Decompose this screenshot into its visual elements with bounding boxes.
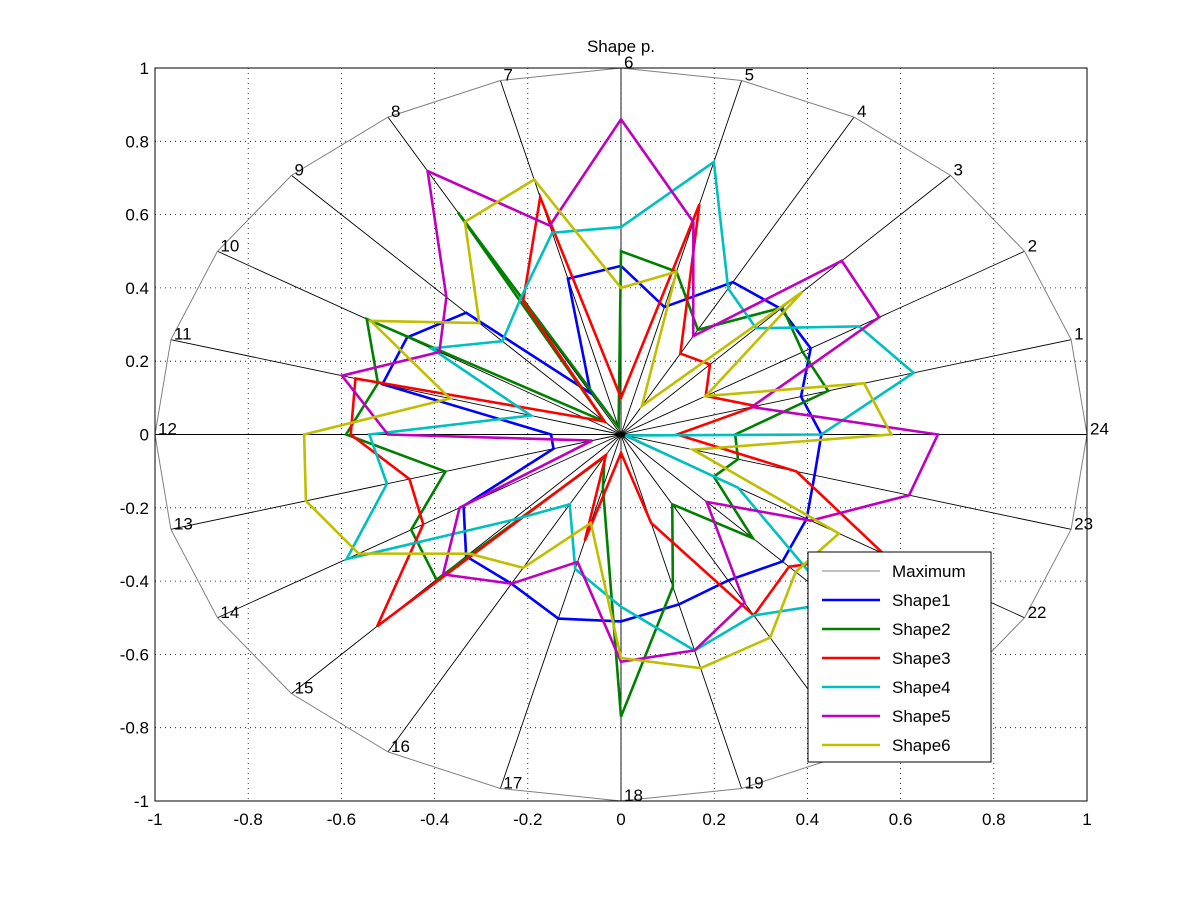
series-line-shape5 bbox=[339, 117, 940, 664]
y-tick-label: -0.8 bbox=[120, 719, 149, 738]
spoke-label: 11 bbox=[174, 325, 192, 344]
spoke-label: 7 bbox=[503, 65, 512, 84]
y-tick-label: -1 bbox=[134, 792, 149, 811]
series-line-shape1 bbox=[380, 264, 823, 623]
spoke-label: 18 bbox=[624, 786, 643, 805]
legend-label: Shape6 bbox=[892, 736, 951, 755]
legend-label: Shape1 bbox=[892, 591, 951, 610]
x-tick-label: -0.6 bbox=[327, 810, 356, 829]
spoke-label: 4 bbox=[857, 102, 866, 121]
spoke-label: 16 bbox=[391, 737, 410, 756]
chart-title: Shape p. bbox=[587, 37, 655, 56]
spoke-line bbox=[620, 434, 1072, 530]
spoke-line bbox=[499, 80, 622, 435]
y-tick-label: 0.8 bbox=[125, 132, 149, 151]
x-tick-label: 0.4 bbox=[796, 810, 820, 829]
spoke-label: 24 bbox=[1090, 420, 1109, 439]
spoke-label: 8 bbox=[391, 102, 400, 121]
legend-label: Shape2 bbox=[892, 620, 951, 639]
spoke-label: 6 bbox=[624, 53, 633, 72]
spoke-label: 14 bbox=[220, 603, 239, 622]
spoke-label: 5 bbox=[745, 65, 754, 84]
legend-label: Shape5 bbox=[892, 707, 951, 726]
spoke-label: 15 bbox=[294, 679, 313, 698]
spoke-line bbox=[499, 434, 622, 789]
spoke-line bbox=[387, 434, 622, 753]
spoke-label: 22 bbox=[1028, 603, 1047, 622]
x-tick-label: -0.4 bbox=[420, 810, 449, 829]
x-tick-label: 0.2 bbox=[702, 810, 726, 829]
spoke-line bbox=[620, 434, 743, 789]
spoke-label: 2 bbox=[1028, 236, 1037, 255]
x-tick-label: 1 bbox=[1082, 810, 1091, 829]
x-tick-label: -0.2 bbox=[513, 810, 542, 829]
spoke-label: 9 bbox=[294, 160, 303, 179]
spoke-line bbox=[620, 80, 743, 435]
spoke-line bbox=[620, 339, 1072, 435]
spoke-line bbox=[291, 174, 622, 435]
spoke-label: 10 bbox=[220, 236, 239, 255]
y-tick-label: 1 bbox=[140, 59, 149, 78]
tick-labels: -1 -0.8 -0.6 -0.4 -0.2 0 0.2 0.4 0.6 0.8 1 -1 -0.8 -0… bbox=[120, 59, 1092, 829]
spoke-line bbox=[217, 434, 622, 619]
spoke-line bbox=[170, 434, 622, 530]
y-tick-label: 0.2 bbox=[125, 352, 149, 371]
x-tick-label: 0 bbox=[616, 810, 625, 829]
legend-label: Shape4 bbox=[892, 678, 951, 697]
x-tick-label: 0.8 bbox=[982, 810, 1006, 829]
spoke-label: 17 bbox=[503, 774, 522, 793]
x-tick-label: 0.6 bbox=[889, 810, 913, 829]
spoke-label: 3 bbox=[954, 160, 963, 179]
series-line-shape6 bbox=[302, 177, 894, 670]
y-tick-label: -0.6 bbox=[120, 645, 149, 664]
legend-label: Shape3 bbox=[892, 649, 951, 668]
x-tick-label: -1 bbox=[147, 810, 162, 829]
legend: Maximum Shape1 Shape2 Shape3 Shape4 Shape5 Sha… bbox=[807, 551, 992, 763]
spoke-label: 12 bbox=[158, 420, 177, 439]
axes-box bbox=[154, 67, 1088, 802]
y-tick-label: 0.6 bbox=[125, 206, 149, 225]
y-tick-label: -0.2 bbox=[120, 499, 149, 518]
y-tick-label: 0 bbox=[140, 426, 149, 445]
y-tick-label: -0.4 bbox=[120, 572, 149, 591]
spoke-label: 19 bbox=[745, 774, 764, 793]
spoke-line bbox=[620, 250, 1025, 435]
legend-label: Maximum bbox=[892, 562, 966, 581]
series-line-shape3 bbox=[349, 192, 887, 628]
spoke-line bbox=[620, 116, 855, 435]
spoke-label: 1 bbox=[1074, 325, 1083, 344]
x-tick-label: -0.8 bbox=[234, 810, 263, 829]
y-tick-label: 0.4 bbox=[125, 279, 149, 298]
spoke-label: 23 bbox=[1074, 514, 1093, 533]
spoke-label: 13 bbox=[174, 514, 193, 533]
